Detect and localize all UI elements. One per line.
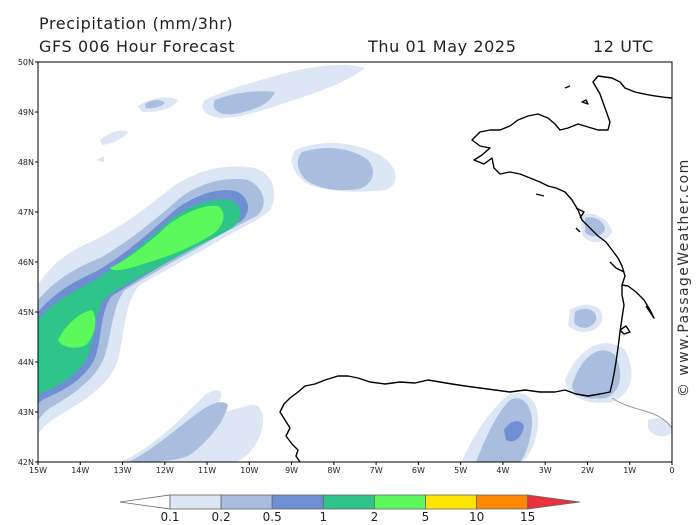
lon-label: 12W	[156, 466, 174, 475]
lat-label: 45N	[18, 308, 34, 317]
lon-label: 1W	[623, 466, 636, 475]
chart-title: Precipitation (mm/3hr)	[39, 14, 234, 33]
latitude-labels: 50N 49N 48N 47N 46N 45N 44N 43N 42N	[18, 58, 38, 467]
lon-label: 13W	[113, 466, 131, 475]
legend-label: 2	[371, 510, 379, 524]
legend-swatch-high	[527, 494, 581, 510]
precip-layer-2	[58, 205, 224, 348]
lat-label: 43N	[18, 408, 34, 417]
precipitation-legend: 0.1 0.2 0.5 1 2 5 10 15	[119, 494, 581, 524]
legend-label: 0.1	[160, 510, 179, 524]
lat-label: 48N	[18, 158, 34, 167]
legend-swatch	[220, 494, 273, 510]
lat-label: 46N	[18, 258, 34, 267]
lat-label: 42N	[18, 458, 34, 467]
legend-swatch	[322, 494, 375, 510]
lon-label: 2W	[581, 466, 594, 475]
lon-label: 6W	[412, 466, 425, 475]
lon-label: 0	[669, 466, 674, 475]
lon-label: 15W	[29, 466, 47, 475]
forecast-time: 12 UTC	[593, 37, 654, 56]
legend-label: 10	[469, 510, 484, 524]
forecast-date: Thu 01 May 2025	[368, 37, 517, 56]
lon-label: 7W	[370, 466, 383, 475]
forecast-subtitle: GFS 006 Hour Forecast	[39, 37, 236, 56]
legend-label: 0.2	[212, 510, 231, 524]
coastline	[279, 75, 673, 463]
legend-swatch	[271, 494, 324, 510]
lat-label: 49N	[18, 108, 34, 117]
precip-layer-1	[38, 199, 241, 395]
lon-label: 3W	[539, 466, 552, 475]
lon-label: 8W	[327, 466, 340, 475]
legend-swatch	[373, 494, 426, 510]
legend-swatch	[425, 494, 477, 510]
lat-label: 44N	[18, 358, 34, 367]
longitude-labels: 15W 14W 13W 12W 11W 10W 9W 8W 7W 6W 5W 4W 3W 2W 1W 0	[29, 462, 675, 475]
lon-label: 14W	[71, 466, 89, 475]
lon-label: 4W	[496, 466, 509, 475]
legend-swatch-low	[119, 494, 171, 510]
legend-label: 1	[319, 510, 327, 524]
country-border	[611, 397, 673, 429]
legend-swatch	[169, 494, 222, 510]
lat-label: 47N	[18, 208, 34, 217]
lon-label: 10W	[240, 466, 258, 475]
lat-label: 50N	[18, 58, 34, 67]
lon-label: 11W	[198, 466, 216, 475]
legend-label: 15	[520, 510, 535, 524]
legend-label: 0.5	[263, 510, 282, 524]
lon-label: 9W	[285, 466, 298, 475]
legend-swatch	[476, 494, 529, 510]
legend-label: 5	[422, 510, 430, 524]
lon-label: 5W	[454, 466, 467, 475]
